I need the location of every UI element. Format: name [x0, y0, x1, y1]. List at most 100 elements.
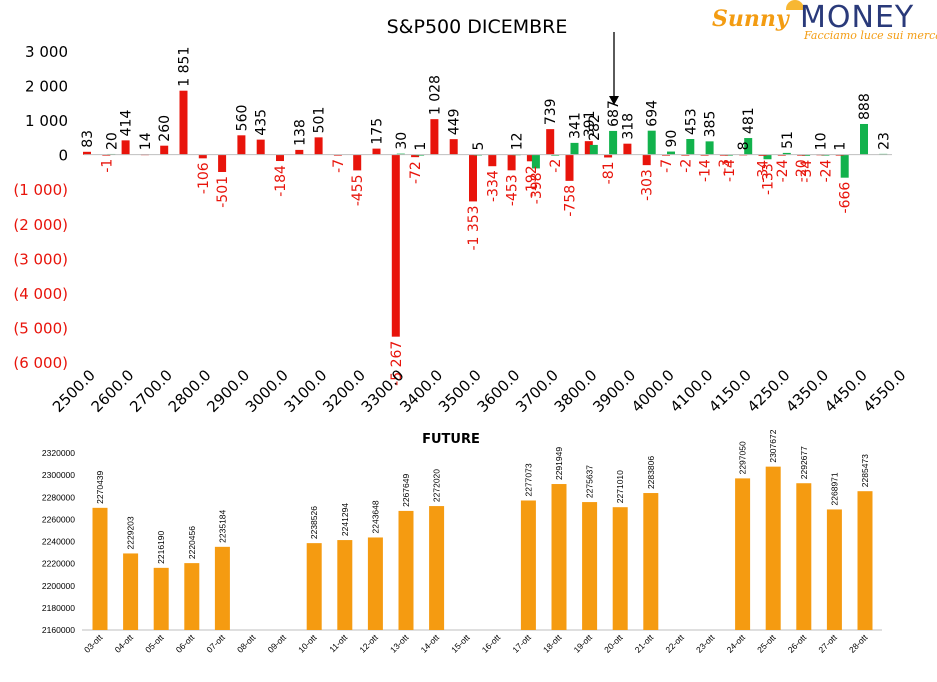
data-label: -5 267 — [389, 341, 405, 386]
bar-red — [198, 154, 207, 159]
data-label: -192 — [524, 165, 540, 197]
bar-green — [396, 153, 405, 155]
future-bar — [429, 506, 445, 630]
future-bar — [826, 509, 842, 630]
data-label: 449 — [447, 108, 463, 135]
data-label: -303 — [640, 169, 656, 201]
x-tick-label: 11-ott — [327, 632, 349, 654]
data-label: 2238526 — [309, 506, 319, 539]
y-tick-label: (2 000) — [13, 216, 68, 234]
data-label: 260 — [157, 115, 173, 142]
bar-green — [802, 154, 811, 156]
data-label: 385 — [703, 111, 719, 138]
bar-green — [860, 123, 868, 155]
bar-red — [488, 154, 497, 167]
data-label: 23 — [876, 132, 892, 150]
x-tick-label: 14-ott — [419, 632, 442, 655]
bar-red — [160, 145, 169, 155]
x-tick-label: 21-ott — [633, 632, 656, 655]
x-tick-label: 3300.0 — [358, 366, 408, 416]
data-label: 2220456 — [187, 526, 197, 559]
data-label: 435 — [254, 109, 270, 136]
data-label: 2270439 — [95, 470, 105, 503]
bar-red — [411, 154, 420, 158]
bar-green — [686, 139, 695, 155]
future-bar — [153, 567, 169, 630]
y-tick-label: 3 000 — [25, 43, 68, 61]
future-bar — [643, 493, 659, 630]
bar-green — [647, 130, 656, 155]
x-tick-label: 2500.0 — [49, 366, 99, 416]
bar-red — [372, 148, 381, 155]
x-tick-label: 15-ott — [449, 632, 472, 655]
x-tick-label: 3700.0 — [512, 366, 562, 416]
data-label: -334 — [485, 170, 501, 202]
future-bar — [857, 491, 873, 630]
data-label: 2292677 — [799, 446, 809, 479]
y-tick-label: 2220000 — [42, 559, 75, 569]
bar-red — [121, 140, 130, 155]
bar-red — [526, 154, 535, 162]
x-tick-label: 22-ott — [663, 632, 686, 655]
bar-red — [604, 154, 613, 158]
x-tick-label: 06-ott — [174, 632, 197, 655]
logo-money-text: MONEY — [800, 0, 915, 35]
data-label: 30 — [394, 132, 410, 150]
chart-title: S&P500 DICEMBRE — [387, 16, 568, 38]
data-label: -81 — [601, 161, 617, 184]
data-label: 2229203 — [126, 516, 136, 549]
data-label: 2275637 — [585, 465, 595, 498]
future-bar — [123, 553, 139, 630]
x-tick-label: 4350.0 — [782, 366, 832, 416]
data-label: 888 — [857, 93, 873, 120]
brand-logo: Sunny MONEY Facciamo luce sui mercati — [712, 0, 937, 42]
future-bar — [306, 543, 322, 630]
data-label: 1 — [413, 142, 429, 151]
data-label: 282 — [587, 114, 603, 141]
x-tick-label: 4450.0 — [821, 366, 871, 416]
data-label: 2297050 — [738, 441, 748, 474]
future-bar — [765, 466, 781, 630]
bar-red — [218, 154, 227, 172]
data-label: 687 — [606, 100, 622, 127]
future-bar — [582, 502, 598, 630]
data-label: 83 — [80, 130, 96, 148]
data-label: 138 — [292, 119, 308, 146]
logo-sunny-text: Sunny — [712, 6, 789, 32]
data-label: -7 — [659, 159, 675, 173]
bar-red — [565, 154, 574, 181]
bar-green — [609, 130, 618, 155]
data-label: 694 — [645, 100, 661, 127]
future-bar — [337, 540, 353, 630]
bar-red — [276, 154, 284, 162]
y-tick-label: 2 000 — [25, 78, 68, 96]
data-label: -34 — [756, 160, 772, 183]
future-chart: FUTURE 2320000 2300000 2280000 2260000 22400… — [42, 429, 882, 655]
data-label: 2283806 — [646, 456, 656, 489]
x-tick-label: 10-ott — [296, 632, 319, 655]
bar-red — [83, 151, 91, 155]
data-label: -72 — [408, 161, 424, 184]
data-label: 20 — [104, 132, 120, 150]
data-label: -2 — [678, 159, 694, 173]
data-label: 453 — [683, 108, 699, 135]
data-label: 8 — [736, 141, 752, 150]
data-label: 2291949 — [554, 447, 564, 480]
x-tick-label: 28-ott — [847, 632, 870, 655]
data-label: -453 — [505, 174, 521, 206]
data-label: -7 — [331, 159, 347, 173]
data-label: 2267649 — [401, 474, 411, 507]
bar-red — [256, 139, 265, 155]
x-tick-label: 4000.0 — [628, 366, 678, 416]
x-tick-label: 2900.0 — [203, 366, 253, 416]
sun-icon — [786, 0, 804, 10]
future-bar — [551, 484, 567, 630]
y-tick-label: 1 000 — [25, 112, 68, 130]
y-tick-label: (5 000) — [13, 319, 68, 337]
data-label: -398 — [529, 172, 545, 204]
data-label: 175 — [370, 118, 386, 145]
data-label: -24 — [818, 159, 834, 182]
bar-red — [179, 90, 188, 155]
data-label: -3 — [717, 159, 733, 173]
